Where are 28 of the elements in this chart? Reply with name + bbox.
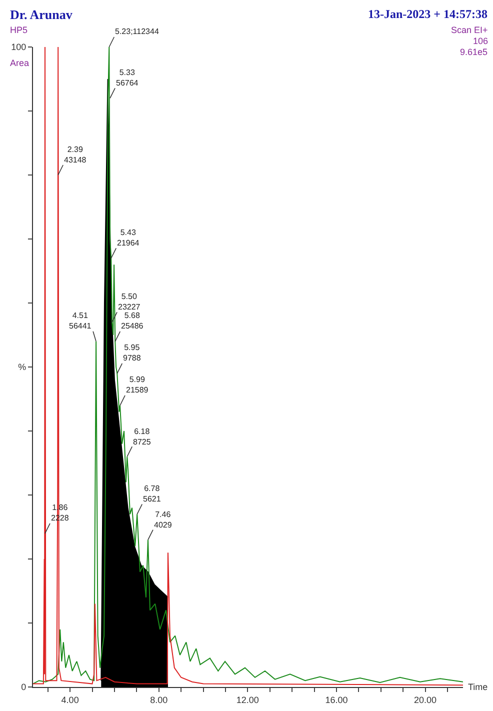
- annotation: 2.39 43148: [64, 145, 87, 164]
- annotation: 5.33 56764: [116, 68, 139, 88]
- y-tick-label: 100: [11, 42, 26, 52]
- annotation: 7.46 4029: [154, 510, 172, 530]
- annotation: 5.50 23227: [118, 292, 141, 312]
- text: HP5: [10, 25, 28, 35]
- x-tick-label: 16.00: [325, 694, 348, 705]
- y-tick-label: %: [18, 362, 26, 372]
- annotation: 5.23;112344: [115, 27, 160, 36]
- x-tick-label: 4.00: [61, 694, 79, 705]
- annotation: 5.43 21964: [117, 228, 140, 248]
- chart-subtitle: 13-Jan-2023 + 14:57:38: [368, 7, 488, 21]
- annotation: 5.68 25486: [121, 311, 144, 330]
- y-tick-label: 0: [21, 682, 26, 692]
- annotation: 6.78 5621: [143, 484, 162, 504]
- annotation: 5.95 9788: [123, 343, 142, 362]
- chart-title: Dr. Arunav: [10, 7, 73, 22]
- x-tick-label: 12.00: [236, 694, 259, 705]
- text: Scan EI+: [451, 25, 488, 35]
- x-tick-label: 20.00: [414, 694, 437, 705]
- annotation: 5.99 21589: [126, 375, 149, 394]
- text: 106: [473, 36, 488, 46]
- x-tick-label: 8.00: [150, 694, 168, 705]
- x-axis-title: Time: [468, 682, 488, 692]
- annotation: 4.51 56441: [69, 311, 92, 330]
- text: Area: [10, 58, 30, 68]
- annotation: 6.18 8725: [133, 427, 152, 446]
- annotation: 9.61e5: [460, 47, 488, 57]
